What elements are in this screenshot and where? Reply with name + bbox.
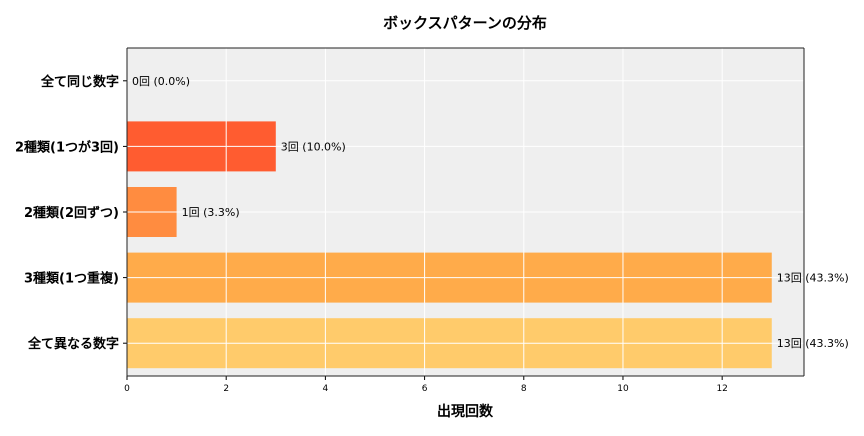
y-tick-label: 2種類(2回ずつ) xyxy=(24,205,119,221)
data-label: 13回 (43.3%) xyxy=(777,337,849,350)
data-label: 0回 (0.0%) xyxy=(132,75,190,88)
x-tick-label: 10 xyxy=(617,384,629,394)
data-label: 1回 (3.3%) xyxy=(182,206,240,219)
x-axis-label: 出現回数 xyxy=(437,403,494,420)
x-tick-label: 2 xyxy=(223,384,229,394)
x-tick-label: 12 xyxy=(716,384,727,394)
x-tick-label: 0 xyxy=(124,384,130,394)
data-label: 13回 (43.3%) xyxy=(777,272,849,285)
x-tick-label: 8 xyxy=(521,384,527,394)
data-label: 3回 (10.0%) xyxy=(281,140,346,153)
y-tick-label: 全て同じ数字 xyxy=(40,74,119,90)
x-tick-label: 6 xyxy=(422,384,428,394)
y-tick-label: 3種類(1つ重複) xyxy=(24,271,119,287)
y-tick-label: 2種類(1つが3回) xyxy=(15,139,119,155)
chart-title: ボックスパターンの分布 xyxy=(383,14,547,32)
x-tick-label: 4 xyxy=(323,384,329,394)
y-tick-label: 全て異なる数字 xyxy=(27,336,119,352)
